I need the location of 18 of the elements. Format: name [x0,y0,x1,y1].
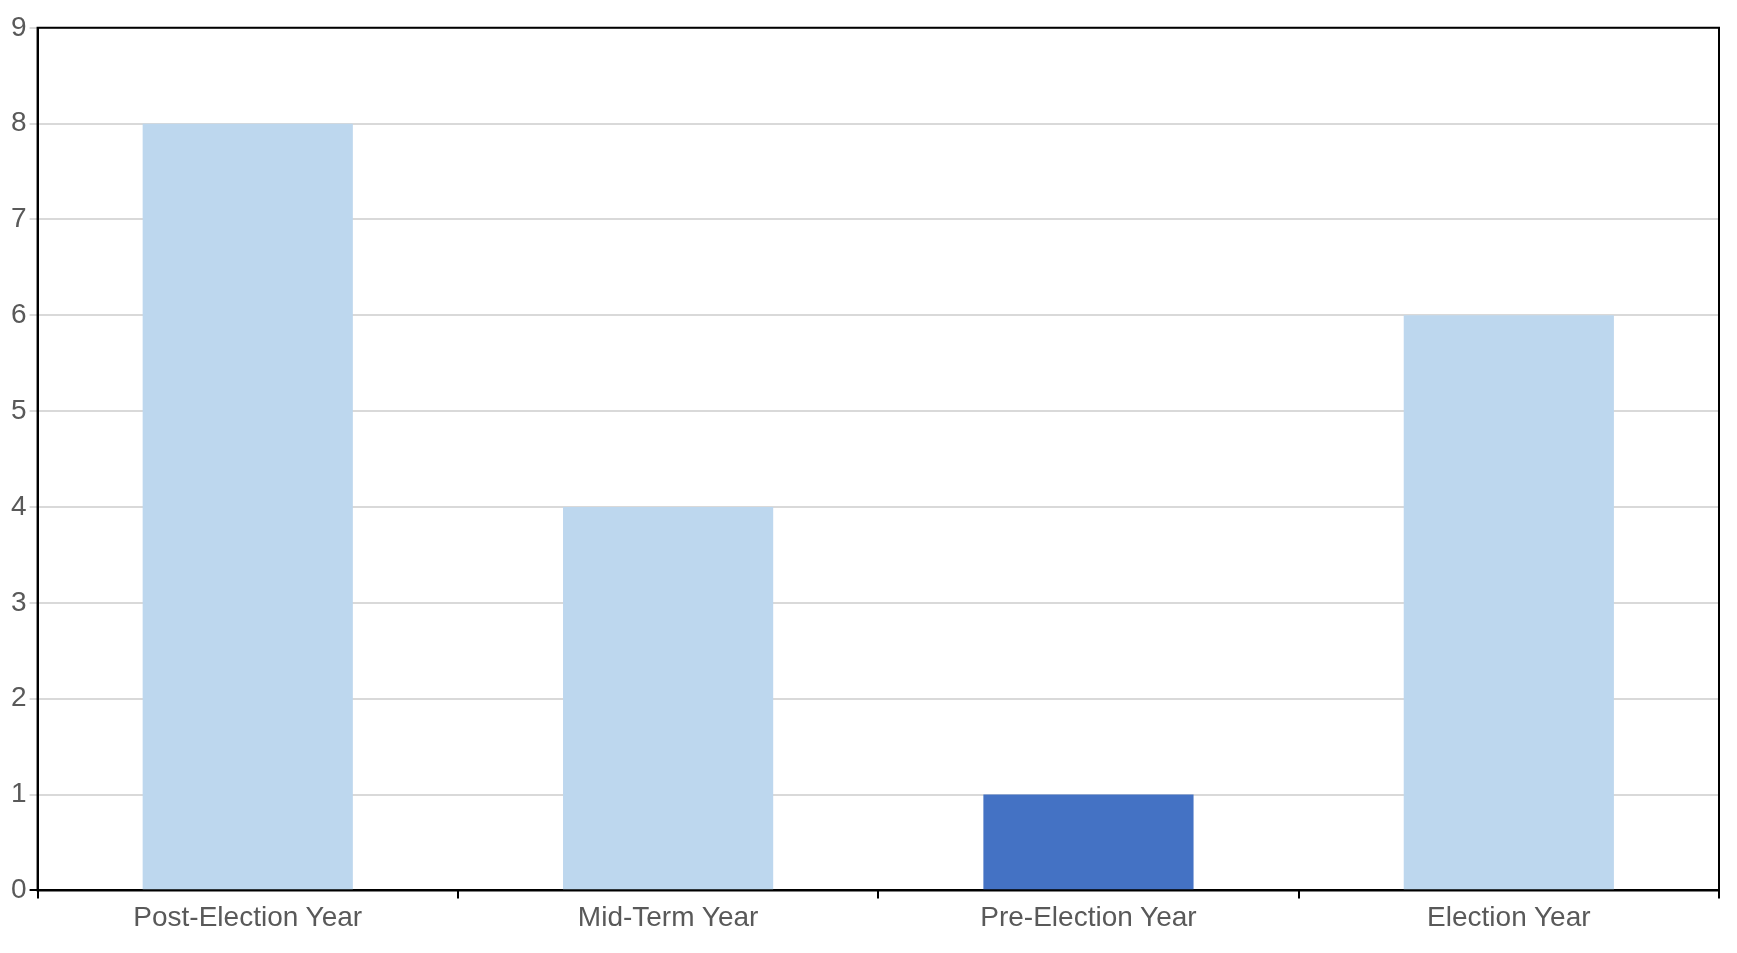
x-tick-label: Post-Election Year [133,900,363,932]
y-tick-label: 1 [10,777,27,809]
y-tick-label: 2 [10,681,27,713]
bar [983,794,1194,890]
y-tick-label: 7 [10,202,27,234]
bar [563,507,774,890]
y-tick-label: 5 [10,393,27,425]
y-tick-label: 3 [10,585,27,617]
y-tick-label: 4 [10,489,27,521]
x-tick-label: Election Year [1427,900,1591,932]
y-tick-label: 9 [10,10,27,42]
y-tick-label: 6 [10,298,27,330]
bar [142,123,353,890]
bar [1403,315,1614,890]
x-tick-label: Mid-Term Year [577,900,759,932]
x-tick-label: Pre-Election Year [980,900,1197,932]
y-tick-label: 8 [10,106,27,138]
y-tick-label: 0 [10,873,27,905]
